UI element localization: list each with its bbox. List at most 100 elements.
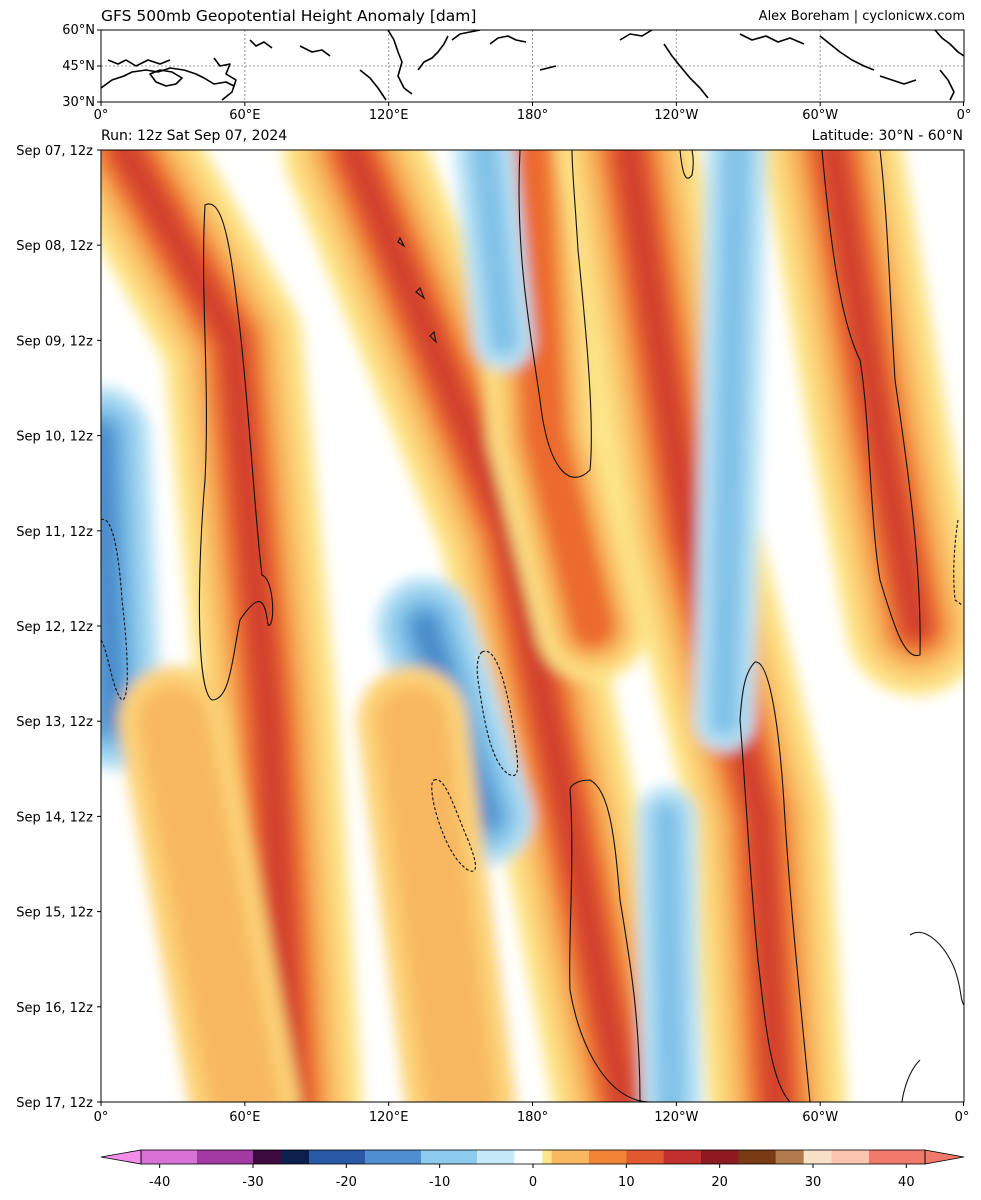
x-tick-label: 60°W [802,1110,838,1125]
colorbar-cell [262,1150,273,1164]
map-x-tick-label: 180° [517,108,548,123]
positive-contour [569,779,651,1102]
colorbar-cell [178,1150,189,1164]
colorbar-cell [355,1150,366,1164]
coastline [663,43,709,99]
colorbar-cell [365,1150,375,1164]
negative-contour [101,518,128,701]
coastline [359,69,387,101]
coastlines [101,30,964,101]
coastline [539,65,557,71]
y-tick-label: Sep 16, 12z [16,1001,93,1016]
colorbar-cell [421,1150,431,1164]
coastline [451,30,481,41]
colorbar-tick-label: 20 [711,1175,728,1190]
colorbar-cell [738,1150,749,1164]
trough-band [651,801,687,1102]
y-tick-label: Sep 13, 12z [16,715,93,730]
positive-contour [901,931,964,1102]
colorbar-cell [467,1150,478,1164]
map-y-tick-label: 60°N [62,23,95,38]
credit-text: Alex Boreham | cyclonicwx.com [758,9,965,24]
coastline [934,30,964,57]
colorbar-cell [327,1150,338,1164]
coastline [489,35,527,45]
x-tick-label: 120°W [654,1110,698,1125]
colorbar-cell [346,1150,357,1164]
colorbar-cell [449,1150,459,1164]
colorbar-cell [682,1150,693,1164]
colorbar-tick-label: 0 [529,1175,537,1190]
run-label: Run: 12z Sat Sep 07, 2024 [101,128,288,144]
colorbar-cell [878,1150,889,1164]
colorbar-cell [234,1150,245,1164]
coastline [879,75,917,85]
colorbar-cell [915,1150,926,1164]
colorbar-cell [551,1150,562,1164]
negative-contour [953,519,963,606]
colorbar-cell [869,1150,879,1164]
colorbar-cell [803,1150,814,1164]
colorbar-cell [542,1150,553,1164]
colorbar-cell [402,1150,413,1164]
x-tick-label: 180° [517,1110,548,1125]
negative-contour [476,650,519,776]
colorbar-cell [486,1150,497,1164]
coastline [387,30,413,95]
map-x-ticks: 0° 60°E 120°E 180° 120°W 60°W 0° [94,102,972,123]
colorbar-cell [187,1150,198,1164]
colorbar-cell [589,1150,599,1164]
map-x-tick-label: 60°E [229,108,260,123]
colorbar-cell [831,1150,842,1164]
ridge-band [377,686,496,1102]
map-x-tick-label: 0° [94,108,109,123]
colorbar-cell [299,1150,310,1164]
y-tick-label: Sep 09, 12z [16,334,93,349]
colorbar-cell [383,1150,394,1164]
colorbar-cell [813,1150,823,1164]
colorbar-cell [701,1150,711,1164]
colorbar-cell [729,1150,739,1164]
colorbar-cell [253,1150,263,1164]
colorbar-cell [225,1150,235,1164]
hovmoller-x-ticks: 0° 60°E 120°E 180° 120°W 60°W 0° [94,1102,970,1125]
colorbar-min-arrow [100,1149,142,1165]
colorbar-cell [626,1150,637,1164]
y-tick-label: Sep 12, 12z [16,620,93,635]
trough-band [709,150,752,737]
latitude-range-label: Latitude: 30°N - 60°N [811,128,963,144]
negative-contour [431,779,477,872]
trough-band [101,426,123,731]
map-y-tick-label: 45°N [62,59,95,74]
colorbar-cell [505,1150,515,1164]
colorbar-cell [766,1150,777,1164]
y-tick-label: Sep 07, 12z [16,144,93,159]
reference-map-panel: 0° 60°E 120°E 180° 120°W 60°W 0° 60°N 45°N 30°N [62,23,971,123]
x-tick-label: 60°E [229,1110,260,1125]
y-tick-label: Sep 11, 12z [16,525,93,540]
x-tick-label: 0° [955,1110,970,1125]
colorbar-tick-label: -40 [149,1175,170,1190]
y-tick-label: Sep 10, 12z [16,430,93,445]
ridge-band [341,150,635,1102]
anomaly-contours [101,150,964,1102]
colorbar-cell [141,1150,151,1164]
colorbar-cell [337,1150,347,1164]
colorbar-cell [458,1150,469,1164]
map-x-tick-label: 0° [957,108,972,123]
trough-band [469,150,519,356]
colorbar-cell [785,1150,795,1164]
colorbar-cell [477,1150,487,1164]
coastline [213,57,237,101]
colorbar-cell [318,1150,329,1164]
map-y-tick-label: 30°N [62,95,95,110]
coastline [101,67,235,89]
coastline [107,59,171,67]
colorbar-tick-label: -20 [336,1175,357,1190]
hovmoller-panel: 0° 60°E 120°E 180° 120°W 60°W 0° Sep 07, 12zSe… [16,144,969,1125]
colorbar-tick-label: -10 [429,1175,450,1190]
colorbar-cell [514,1150,525,1164]
colorbar-cell [159,1150,170,1164]
colorbar-cell [719,1150,730,1164]
colorbar-cell [775,1150,786,1164]
